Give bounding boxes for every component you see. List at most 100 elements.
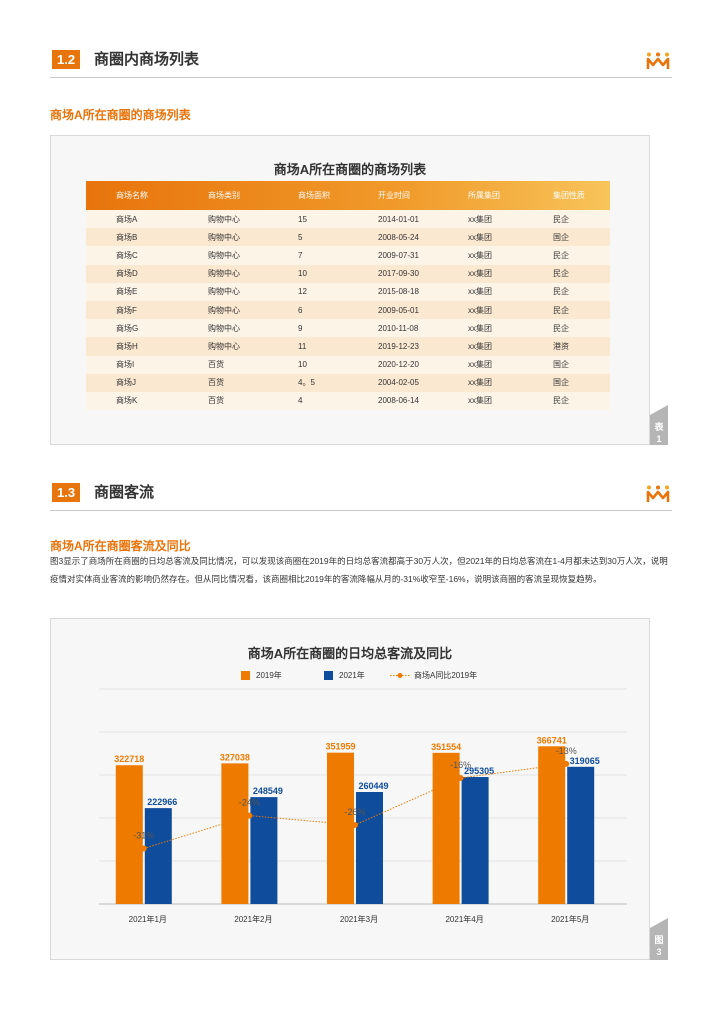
section-title: 商圈内商场列表: [94, 51, 200, 68]
table-cell: 商场J: [116, 378, 136, 388]
yoy-label: -31%: [133, 831, 154, 841]
table-cell: 2009-07-31: [378, 250, 419, 260]
table-cell: 商场F: [116, 305, 137, 315]
table-header-row: 商场名称 商场类别 商场面积 开业时间 所属集团 集团性质: [86, 181, 610, 210]
x-tick-label: 2021年4月: [445, 914, 483, 924]
legend-label: 2021年: [339, 671, 365, 680]
table-cell: xx集团: [468, 360, 492, 370]
table-cell: 百货: [208, 360, 224, 370]
col-header: 商场名称: [116, 191, 148, 200]
table-cell: 民企: [553, 396, 569, 406]
table-cell: 购物中心: [208, 323, 240, 333]
section-header-1-2: 1.2 商圈内商场列表: [50, 50, 672, 78]
table-row: 商场E 购物中心 12 2015-08-18 xx集团 民企: [86, 282, 610, 301]
table-row: 商场D 购物中心 10 2017-09-30 xx集团 民企: [86, 264, 610, 283]
col-header: 商场类别: [208, 191, 240, 200]
table-cell: xx集团: [468, 378, 492, 388]
table-cell: xx集团: [468, 323, 492, 333]
data-label-2021: 319065: [570, 756, 600, 766]
table-row: 商场H 购物中心 11 2019-12-23 xx集团 港资: [86, 337, 610, 356]
col-header: 开业时间: [378, 191, 410, 200]
yoy-label: -13%: [556, 746, 577, 756]
yoy-point: [246, 812, 253, 819]
table-cell: xx集团: [468, 341, 492, 351]
bar-2021: [144, 808, 172, 904]
section-title: 商圈客流: [94, 484, 155, 501]
table-cell: 商场C: [116, 250, 138, 260]
section-number: 1.3: [52, 483, 81, 502]
table-side-tab: 表 1: [650, 405, 668, 445]
data-label-2019: 351554: [431, 742, 461, 752]
table-row: 商场G 购物中心 9 2010-11-08 xx集团 民企: [86, 319, 610, 338]
table-cell: 港资: [553, 341, 569, 351]
chart-card: 商场A所在商圈的日均总客流及同比 2019年 2021年 商场A同比2019年 …: [50, 618, 650, 960]
x-tick-label: 2021年1月: [129, 914, 167, 924]
bar-2019: [432, 752, 460, 904]
table-cell: 2008-06-14: [378, 396, 419, 406]
bar-2019: [538, 746, 566, 904]
table-cell: xx集团: [468, 214, 492, 224]
table-cell: 国企: [553, 378, 569, 388]
tab-label: 表: [654, 422, 664, 432]
chart-title: 商场A所在商圈的日均总客流及同比: [247, 646, 453, 661]
table-cell: 商场K: [116, 396, 138, 406]
table-cell: 民企: [553, 287, 569, 297]
table-row: 商场F 购物中心 6 2009-05-01 xx集团 民企: [86, 300, 610, 320]
bar-2019: [221, 763, 249, 904]
table-cell: 2015-08-18: [378, 287, 419, 297]
table-cell: 2010-11-08: [378, 323, 419, 333]
table-cell: 10: [298, 269, 307, 279]
table-row: 商场C 购物中心 7 2009-07-31 xx集团 民企: [86, 246, 610, 265]
data-label-2019: 351959: [325, 742, 355, 752]
table-card: 商场A所在商圈的商场列表 商场名称 商场类别 商场面积 开业时间 所属集团 集团…: [50, 135, 650, 445]
table-row: 商场I 百货 10 2020-12-20 xx集团 国企: [86, 355, 610, 374]
table-cell: 2014-01-01: [378, 214, 419, 224]
legend-line-icon: [390, 673, 410, 678]
traffic-chart: 322718 222966 2021年1月 327038 248549 2021年2月 35…: [99, 688, 627, 924]
x-tick-label: 2021年3月: [340, 914, 378, 924]
yoy-label: -16%: [450, 760, 471, 770]
legend-item-yoy: 商场A同比2019年: [390, 670, 477, 681]
legend-label: 2019年: [256, 671, 282, 680]
bar-2019: [327, 752, 354, 904]
tab-number: 3: [656, 947, 662, 957]
yoy-point: [457, 775, 464, 781]
traffic-paragraph: 图3显示了商场所在商圈的日均总客流及同比情况，可以发现该商圈在2019年的日均总…: [50, 556, 668, 584]
legend-swatch: [241, 671, 250, 680]
col-header: 集团性质: [553, 191, 585, 200]
table-cell: 2004-02-05: [378, 378, 419, 388]
table-cell: 民企: [553, 250, 569, 260]
tab-label: 图: [654, 935, 664, 945]
table-cell: 2008-05-24: [378, 232, 419, 242]
table-cell: 商场H: [116, 341, 138, 351]
tab-number: 1: [656, 434, 662, 444]
table-cell: 百货: [208, 396, 224, 406]
table-cell: 购物中心: [208, 341, 240, 351]
bar-2019: [115, 765, 143, 904]
table-cell: 4。5: [298, 378, 315, 388]
chart-side-tab: 图 3: [650, 918, 668, 960]
table-cell: 7: [298, 250, 303, 260]
table-cell: 商场D: [116, 269, 138, 279]
table-cell: 购物中心: [208, 287, 240, 297]
yoy-label: -26%: [344, 807, 365, 817]
table-cell: 11: [298, 341, 307, 351]
x-tick-label: 2021年2月: [234, 914, 272, 924]
traffic-subheading: 商场A所在商圈客流及同比: [50, 539, 191, 553]
table-cell: 购物中心: [208, 232, 240, 242]
bar-2021: [461, 777, 489, 904]
table-cell: xx集团: [468, 232, 492, 242]
table-cell: 商场G: [116, 323, 139, 333]
brand-logo-icon: [646, 485, 670, 502]
table-cell: 国企: [553, 360, 569, 370]
table-cell: 民企: [553, 214, 569, 224]
table-row: 商场K 百货 4 2008-06-14 xx集团 民企: [86, 391, 610, 411]
table-cell: 2017-09-30: [378, 269, 419, 279]
table-cell: 2009-05-01: [378, 305, 419, 315]
table-cell: 国企: [553, 232, 569, 242]
table-row: 商场B 购物中心 5 2008-05-24 xx集团 国企: [86, 228, 610, 247]
bar-2021: [250, 797, 278, 904]
table-cell: 百货: [208, 378, 224, 388]
data-label-2019: 327038: [220, 752, 250, 762]
data-label-2021: 222966: [147, 797, 177, 807]
